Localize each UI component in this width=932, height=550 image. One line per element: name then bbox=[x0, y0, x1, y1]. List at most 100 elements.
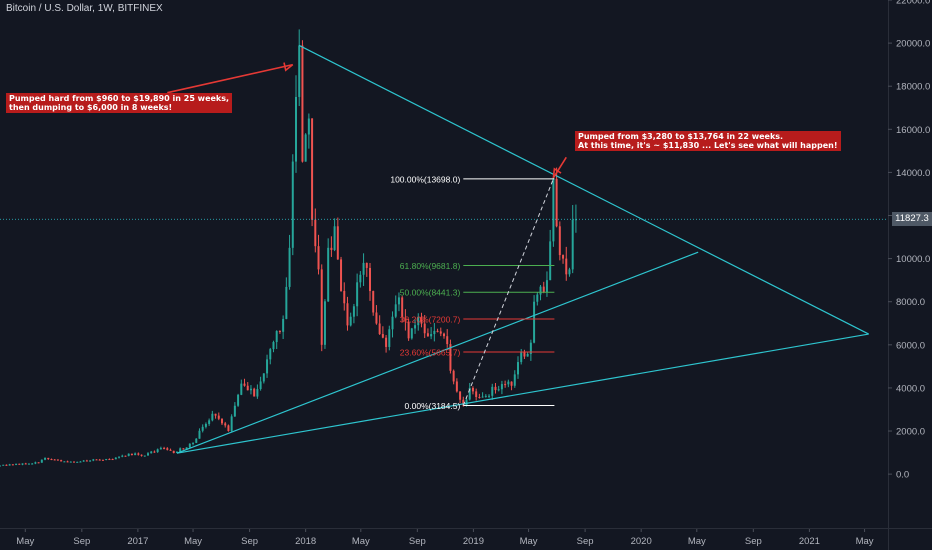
time-tick-label: May bbox=[688, 536, 706, 547]
trendlines[interactable] bbox=[176, 44, 869, 454]
candle-body bbox=[568, 269, 571, 275]
candle-body bbox=[179, 448, 182, 452]
candle-body bbox=[507, 381, 510, 385]
candle-body bbox=[53, 459, 56, 461]
candle-body bbox=[430, 334, 433, 337]
candle-body bbox=[37, 462, 40, 464]
candle-body bbox=[488, 395, 491, 397]
candle-body bbox=[423, 323, 426, 334]
candle-body bbox=[166, 448, 169, 450]
candle-body bbox=[266, 359, 269, 374]
candle-body bbox=[227, 425, 230, 432]
candle-body bbox=[8, 464, 11, 466]
candle-body bbox=[76, 461, 79, 463]
candle-body bbox=[85, 460, 88, 462]
candle-body bbox=[574, 219, 577, 221]
candle-body bbox=[475, 391, 478, 398]
candle-body bbox=[494, 386, 497, 391]
annotation-note-right-line: Pumped from $3,280 to $13,764 in 22 week… bbox=[578, 132, 784, 141]
candle-body bbox=[21, 463, 24, 465]
candle-body bbox=[73, 461, 75, 463]
candle-body bbox=[336, 226, 339, 260]
price-tick-label: 16000.0 bbox=[896, 125, 930, 136]
annotation-note-right[interactable]: Pumped from $3,280 to $13,764 in 22 week… bbox=[575, 131, 841, 151]
candle-body bbox=[66, 461, 69, 463]
candle-body bbox=[394, 304, 397, 317]
annotation-note-left[interactable]: Pumped hard from $960 to $19,890 in 25 w… bbox=[6, 93, 233, 113]
candle-body bbox=[204, 423, 207, 427]
trendline[interactable] bbox=[176, 251, 699, 454]
candle-body bbox=[5, 464, 8, 466]
candle-body bbox=[2, 464, 5, 466]
price-tick-label: 0.0 bbox=[896, 470, 909, 481]
candle-body bbox=[185, 447, 188, 450]
candle-body bbox=[188, 443, 191, 448]
candle-body bbox=[323, 301, 326, 345]
candle-body bbox=[134, 453, 137, 456]
candle-body bbox=[214, 413, 217, 416]
candle-body bbox=[208, 420, 211, 424]
candle-body bbox=[233, 405, 236, 417]
candle-body bbox=[433, 330, 436, 335]
time-tick-label: Sep bbox=[409, 536, 426, 547]
candle-body bbox=[192, 442, 195, 444]
candle-body bbox=[545, 280, 548, 293]
candle-body bbox=[15, 463, 18, 465]
candle-body bbox=[385, 337, 388, 347]
candle-body bbox=[201, 426, 204, 431]
candle-body bbox=[11, 464, 14, 466]
candle-body bbox=[249, 388, 252, 391]
candle-body bbox=[500, 384, 503, 390]
candle-body bbox=[552, 178, 555, 242]
candle-body bbox=[378, 323, 381, 335]
arrow-shaft bbox=[167, 63, 293, 94]
candle-body bbox=[272, 342, 275, 350]
candle-body bbox=[481, 396, 484, 398]
candle-body bbox=[140, 454, 143, 456]
annotation-arrows[interactable] bbox=[167, 62, 567, 179]
candle-body bbox=[111, 459, 114, 461]
candle-body bbox=[327, 247, 330, 302]
candle-body bbox=[468, 387, 471, 400]
candle-body bbox=[101, 459, 104, 461]
current-price-label: 11827.3 bbox=[892, 212, 932, 227]
fib-level-label: 0.00%(3184.5) bbox=[405, 401, 461, 411]
candle-body bbox=[497, 389, 500, 391]
candle-body bbox=[459, 391, 462, 400]
candle-body bbox=[356, 282, 359, 307]
candle-body bbox=[298, 45, 301, 97]
candle-body bbox=[114, 457, 117, 460]
time-tick-label: May bbox=[856, 536, 874, 547]
candle-body bbox=[455, 381, 458, 392]
time-axis[interactable]: May Sep 2017 May Sep 2018 May Sep 2019 May Sep 2020… bbox=[16, 528, 874, 547]
price-tick-label: 8000.0 bbox=[896, 297, 925, 308]
candle-body bbox=[253, 388, 256, 397]
candle-body bbox=[124, 455, 127, 457]
annotation-note-left-line: Pumped hard from $960 to $19,890 in 25 w… bbox=[9, 94, 230, 103]
candle-body bbox=[182, 448, 185, 450]
time-tick-label: May bbox=[16, 536, 34, 547]
candle-body bbox=[127, 453, 130, 456]
candle-body bbox=[520, 352, 523, 363]
price-tick-label: 18000.0 bbox=[896, 82, 930, 93]
price-tick-label: 10000.0 bbox=[896, 254, 930, 265]
price-axis[interactable]: 0.02000.04000.06000.08000.010000.012000.… bbox=[888, 0, 930, 481]
trendline[interactable] bbox=[176, 333, 869, 454]
time-tick-label: 2019 bbox=[463, 536, 484, 547]
candle-body bbox=[237, 394, 240, 406]
candle-body bbox=[343, 290, 346, 304]
candle-body bbox=[307, 118, 310, 135]
time-tick-label: Sep bbox=[241, 536, 258, 547]
fibonacci-retracement[interactable]: 100.00%(13698.0) 61.80%(9681.8) 50.00%(844… bbox=[390, 174, 555, 411]
candle-body bbox=[381, 334, 384, 338]
candle-body bbox=[410, 328, 413, 339]
candle-body bbox=[44, 457, 47, 460]
time-tick-label: Sep bbox=[73, 536, 90, 547]
candle-body bbox=[333, 226, 336, 250]
trendline[interactable] bbox=[298, 44, 869, 335]
candle-body bbox=[195, 438, 198, 443]
candle-body bbox=[462, 399, 465, 406]
candle-body bbox=[304, 134, 307, 162]
candle-body bbox=[40, 459, 43, 463]
